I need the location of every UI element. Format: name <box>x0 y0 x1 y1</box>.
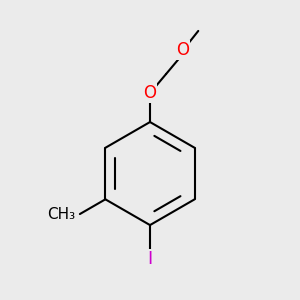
Text: CH₃: CH₃ <box>47 206 76 221</box>
Text: O: O <box>177 41 190 59</box>
Text: O: O <box>143 84 157 102</box>
Text: I: I <box>147 250 153 268</box>
